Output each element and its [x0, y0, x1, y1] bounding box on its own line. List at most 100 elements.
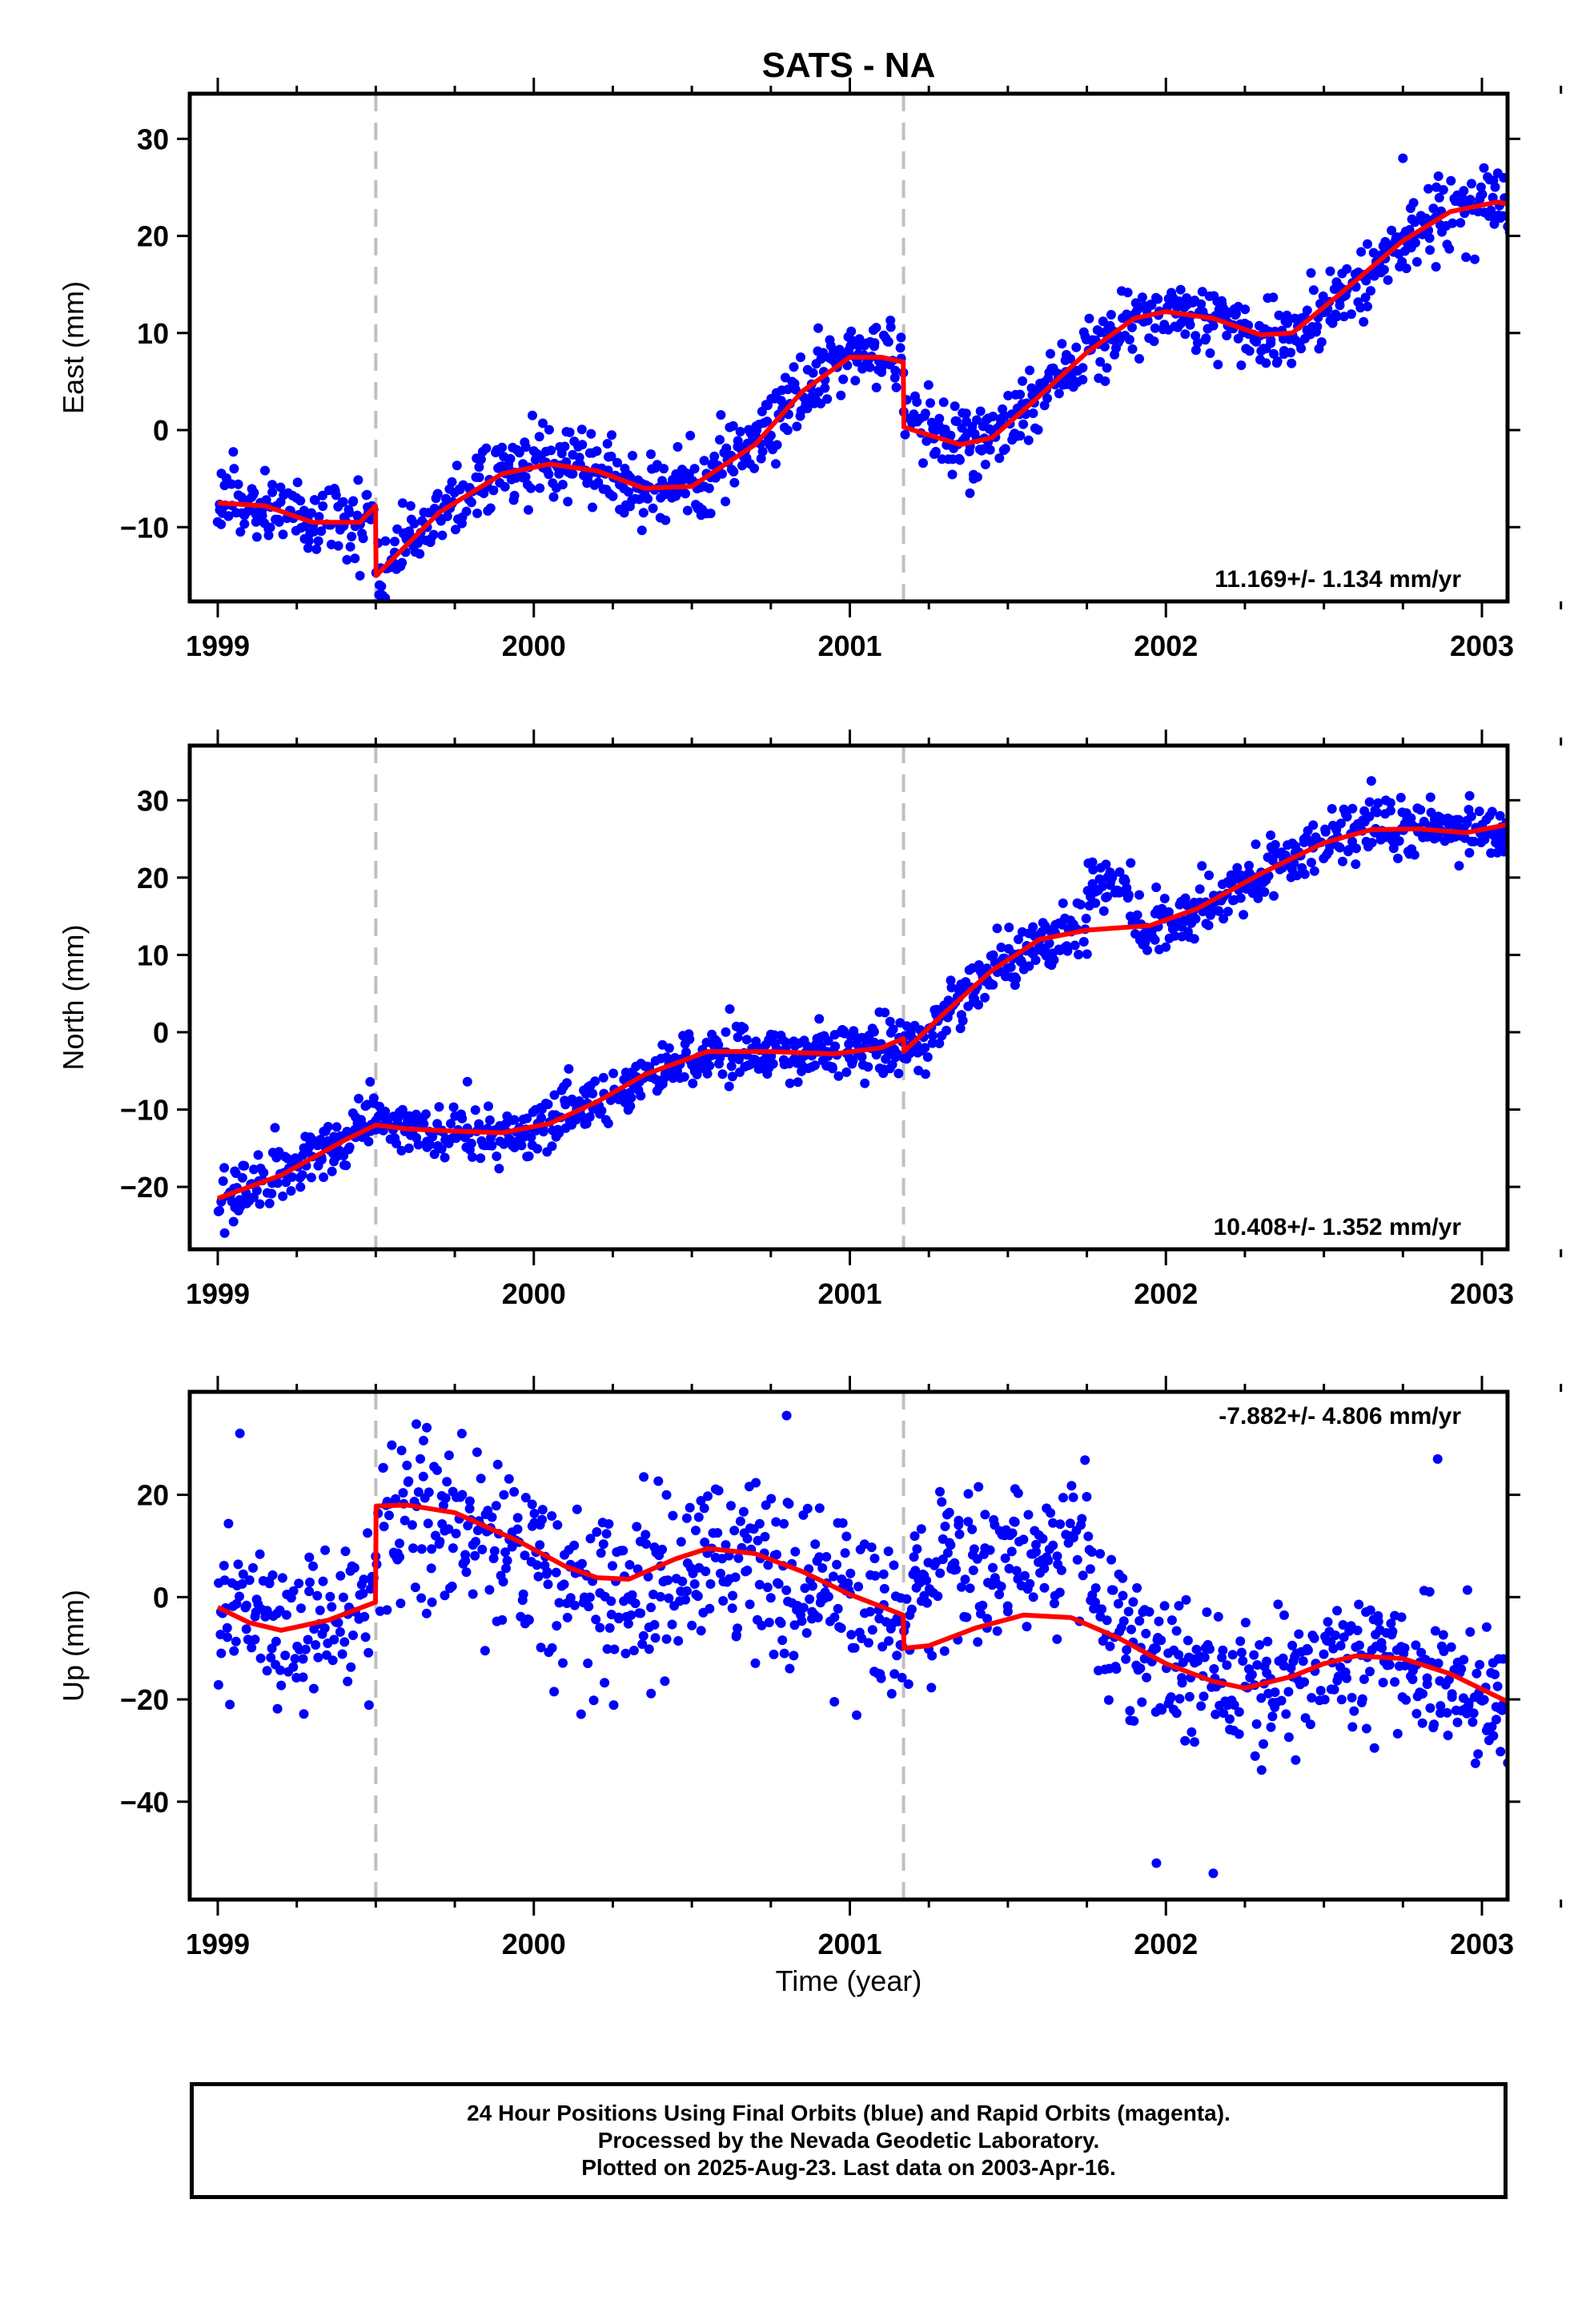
east-point [314, 512, 324, 522]
east-point [447, 476, 457, 487]
up-point [1106, 1554, 1117, 1565]
up-point [484, 1585, 495, 1595]
up-point [1315, 1686, 1326, 1696]
up-point [656, 1591, 665, 1602]
up-point [1465, 1626, 1476, 1637]
east-point [1528, 195, 1538, 205]
north-point [885, 1016, 895, 1027]
up-point [742, 1566, 753, 1575]
up-xtick-label: 2000 [502, 1928, 566, 1960]
up-point [626, 1610, 636, 1620]
east-point [729, 477, 740, 488]
up-point [1276, 1695, 1287, 1706]
east-point [1078, 363, 1088, 373]
up-point [476, 1474, 486, 1484]
north-point [1464, 790, 1475, 801]
east-point [820, 383, 830, 393]
up-point [1151, 1643, 1162, 1654]
up-point [501, 1563, 511, 1574]
up-point [250, 1634, 260, 1645]
up-point [448, 1543, 458, 1554]
north-point [869, 1027, 879, 1037]
east-point [557, 480, 568, 490]
north-point [679, 1072, 689, 1082]
up-point [1031, 1539, 1041, 1550]
north-point [1150, 935, 1160, 945]
east-point [1003, 391, 1014, 400]
up-point [1208, 1868, 1219, 1879]
north-point [1415, 805, 1426, 815]
north-point [1409, 850, 1419, 860]
north-point [1028, 922, 1038, 932]
north-point [713, 1039, 724, 1050]
up-point [1519, 1649, 1528, 1659]
up-point [1547, 1705, 1556, 1715]
up-point [384, 1510, 394, 1521]
north-point [888, 1024, 898, 1035]
up-point [1536, 1739, 1545, 1748]
up-point [1332, 1606, 1343, 1616]
north-point [814, 1014, 825, 1024]
up-point [1433, 1659, 1443, 1669]
up-point [304, 1586, 315, 1597]
east-point [682, 505, 693, 516]
east-point [1411, 257, 1422, 267]
north-point [1552, 754, 1562, 764]
north-point [1327, 804, 1337, 814]
up-point [267, 1643, 277, 1654]
east-point [1318, 291, 1328, 301]
north-point [1542, 806, 1552, 816]
east-rate-label: 11.169+/- 1.134 mm/yr [1215, 566, 1461, 593]
east-point [474, 472, 484, 483]
up-point [1011, 1566, 1022, 1576]
up-point [718, 1596, 729, 1606]
north-point [721, 1027, 731, 1037]
east-point [1438, 185, 1448, 195]
up-point [1058, 1493, 1068, 1503]
north-point [1544, 785, 1554, 794]
east-point [715, 435, 725, 445]
north-point [1058, 898, 1068, 908]
up-point [584, 1602, 594, 1612]
north-point [1320, 826, 1331, 837]
east-point [1363, 239, 1372, 249]
up-point [696, 1496, 706, 1506]
east-point [1562, 218, 1572, 227]
north-point [1270, 839, 1280, 850]
up-point [1038, 1534, 1048, 1544]
east-point [1546, 199, 1556, 208]
east-point [544, 469, 554, 480]
north-point [215, 1205, 225, 1216]
east-point [588, 502, 597, 513]
east-point [345, 541, 355, 552]
up-point [552, 1621, 562, 1631]
up-xtick-label: 2003 [1450, 1928, 1514, 1960]
east-point [895, 343, 905, 353]
east-point [216, 519, 227, 529]
up-point [1072, 1554, 1082, 1565]
up-point [1544, 1674, 1553, 1683]
north-point [1548, 800, 1558, 810]
north-point [922, 1052, 933, 1062]
east-point [1499, 173, 1508, 183]
north-point [1114, 867, 1125, 877]
up-point [636, 1608, 646, 1618]
up-point [231, 1636, 241, 1647]
up-point [1123, 1606, 1134, 1617]
up-point [1171, 1626, 1182, 1636]
north-point [1239, 910, 1249, 920]
up-point [677, 1576, 688, 1586]
north-point [1219, 914, 1229, 924]
up-point [637, 1639, 648, 1649]
east-point [628, 451, 637, 460]
north-point [1499, 846, 1508, 857]
up-point [363, 1700, 374, 1711]
north-point [1561, 780, 1571, 790]
north-point [1517, 802, 1527, 812]
north-point [1266, 830, 1276, 840]
up-point [1319, 1695, 1330, 1705]
north-point [1554, 780, 1564, 790]
east-point [1560, 204, 1570, 214]
up-point [1000, 1553, 1010, 1563]
north-point [1364, 811, 1375, 822]
